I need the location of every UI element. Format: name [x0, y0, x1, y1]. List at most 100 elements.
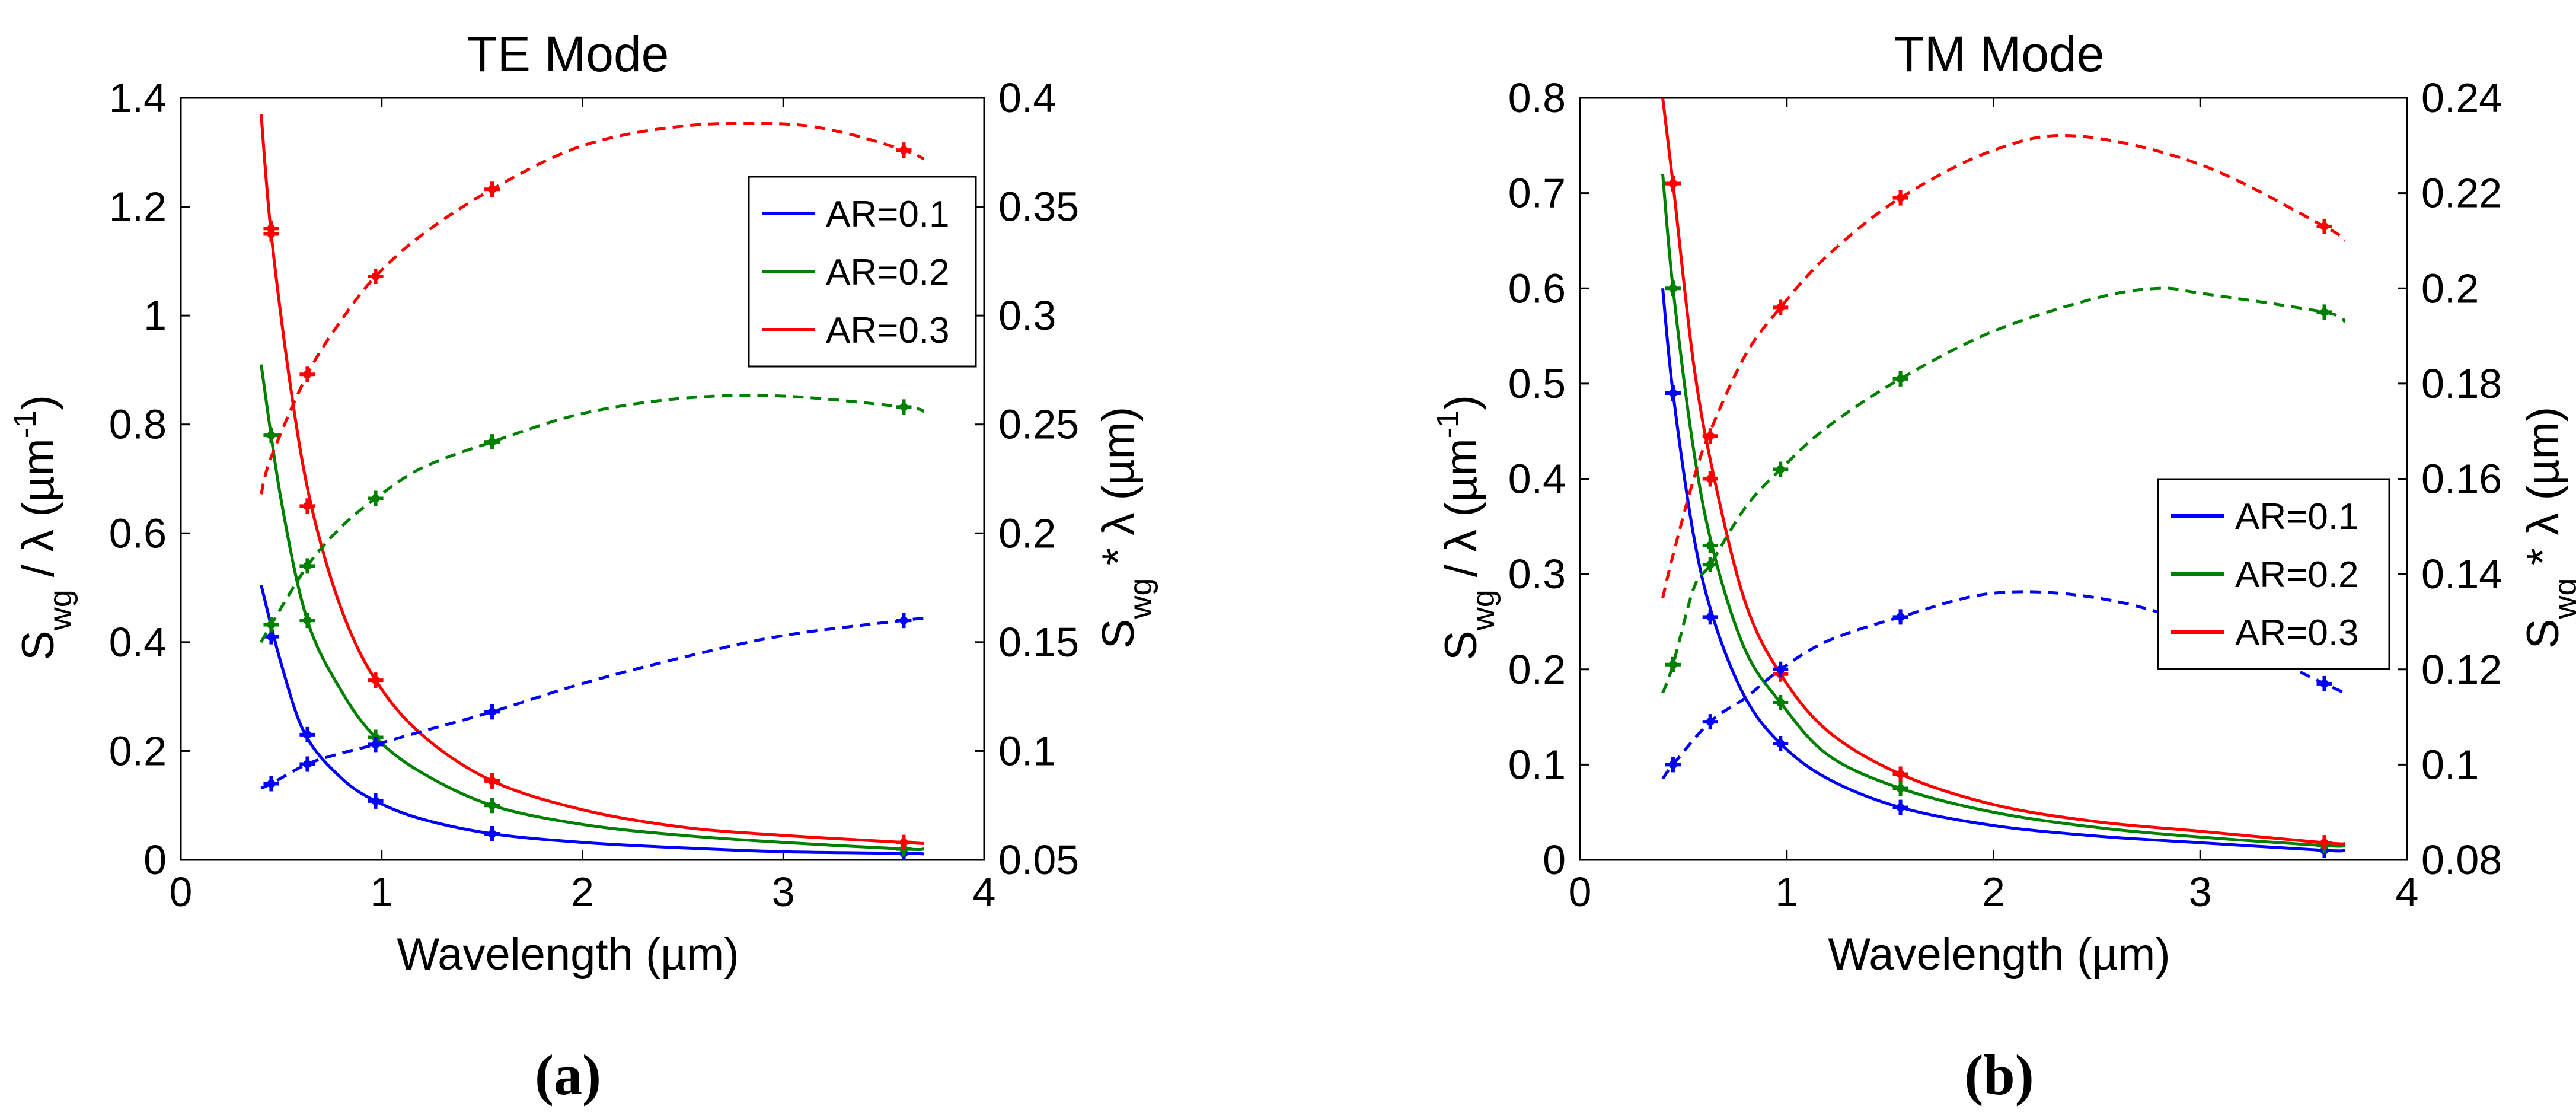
- legend-entry: AR=0.1: [2235, 496, 2359, 537]
- x-tick-label: 0: [1569, 869, 1592, 915]
- right-y-tick-label: 0.22: [2421, 170, 2502, 216]
- series-line-ar-0-1-left: [1661, 288, 2345, 853]
- legend-entry: AR=0.3: [2235, 613, 2359, 653]
- data-point: [303, 616, 312, 625]
- left-y-tick-label: 0.4: [109, 619, 167, 665]
- data-point: [303, 562, 312, 570]
- data-point: [899, 838, 908, 847]
- data-point: [267, 779, 276, 788]
- series-line-ar-0-2-right: [260, 394, 925, 643]
- left-y-tick-label: 0: [1543, 837, 1566, 883]
- x-tick-label: 1: [370, 869, 393, 915]
- legend-entry: AR=0.2: [2235, 554, 2359, 595]
- left-y-tick-label: 1.2: [109, 184, 167, 230]
- data-point: [303, 370, 312, 379]
- x-tick-label: 2: [571, 869, 594, 915]
- left-y-axis-label: Swg / λ (µm-1): [7, 395, 78, 661]
- right-y-tick-label: 0.24: [2421, 75, 2502, 121]
- data-point: [1776, 465, 1785, 474]
- data-point: [899, 146, 908, 155]
- data-point: [1706, 560, 1715, 569]
- left-y-tick-label: 0.7: [1508, 170, 1566, 216]
- series-line-ar-0-1-right: [260, 616, 924, 790]
- left-y-tick-label: 0.2: [109, 728, 167, 774]
- series-line-ar-0-3-left: [1661, 98, 2345, 846]
- data-point: [371, 494, 380, 503]
- right-y-axis-label: Swg * λ (µm): [1093, 407, 1158, 649]
- data-point: [1896, 770, 1905, 779]
- panel-tm-mode: TM Mode Wavelength (µm) Swg / λ (µm-1) S…: [1430, 26, 2576, 1107]
- data-point: [1668, 388, 1677, 397]
- data-point: [371, 796, 380, 805]
- data-point: [1776, 665, 1785, 674]
- left-y-tick-label: 0.2: [1508, 646, 1566, 693]
- data-point: [1706, 718, 1715, 726]
- data-point: [488, 829, 497, 838]
- left-y-tick-label: 0: [143, 837, 167, 883]
- legend-entry: AR=0.2: [826, 252, 950, 293]
- series-line-ar-0-3-right: [1661, 133, 2346, 598]
- right-y-tick-label: 0.12: [2421, 646, 2502, 693]
- panel-label: (b): [1964, 1043, 2034, 1107]
- series-line-ar-0-2-right: [1661, 286, 2346, 694]
- left-y-tick-label: 0.5: [1508, 361, 1566, 407]
- right-y-tick-label: 0.2: [998, 510, 1056, 556]
- data-point: [488, 707, 497, 716]
- data-point: [1668, 179, 1677, 188]
- x-tick-label: 1: [1775, 869, 1798, 915]
- data-point: [1668, 660, 1677, 669]
- data-point: [1706, 541, 1715, 550]
- left-y-tick-label: 0.6: [109, 510, 167, 556]
- data-point: [1668, 284, 1677, 293]
- legend-entry: AR=0.1: [826, 194, 950, 235]
- data-point: [1776, 739, 1785, 748]
- data-point: [2320, 222, 2329, 231]
- data-point: [267, 431, 276, 440]
- data-point: [1896, 803, 1905, 812]
- chart-title: TM Mode: [1894, 26, 2105, 82]
- right-y-tick-label: 0.08: [2421, 837, 2502, 883]
- left-y-tick-label: 0.6: [1508, 265, 1566, 311]
- panel-te-mode: TE Mode Wavelength (µm) Swg / λ (µm-1) S…: [7, 26, 1158, 1107]
- x-tick-label: 3: [772, 869, 795, 915]
- x-tick-label: 4: [2396, 869, 2419, 915]
- data-point: [371, 272, 380, 281]
- right-y-tick-label: 0.3: [998, 292, 1056, 339]
- data-point: [267, 620, 276, 629]
- legend: AR=0.1 AR=0.2 AR=0.3: [2157, 478, 2390, 670]
- data-point: [371, 676, 380, 685]
- data-point: [1668, 760, 1677, 769]
- right-y-tick-label: 0.15: [998, 619, 1079, 665]
- left-y-tick-label: 0.3: [1508, 551, 1566, 597]
- data-point: [303, 730, 312, 739]
- right-y-tick-label: 0.1: [2421, 741, 2479, 788]
- right-y-tick-label: 0.16: [2421, 456, 2502, 502]
- data-point: [1706, 432, 1715, 441]
- left-y-tick-label: 0.8: [109, 401, 167, 448]
- left-y-tick-label: 1.4: [109, 75, 167, 121]
- data-point: [371, 740, 380, 749]
- data-point: [1706, 613, 1715, 621]
- data-point: [1896, 784, 1905, 793]
- left-y-tick-label: 1: [143, 292, 167, 339]
- right-y-tick-label: 0.35: [998, 184, 1079, 230]
- right-y-tick-label: 0.4: [998, 75, 1056, 121]
- right-y-tick-label: 0.2: [2421, 265, 2479, 311]
- x-axis-label: Wavelength (µm): [1828, 929, 2170, 980]
- right-y-tick-label: 0.05: [998, 837, 1079, 883]
- left-y-tick-label: 0.4: [1508, 456, 1566, 502]
- right-y-tick-label: 0.1: [998, 728, 1056, 774]
- chart-title: TE Mode: [467, 26, 669, 82]
- x-tick-label: 2: [1982, 869, 2005, 915]
- left-y-tick-label: 0.8: [1508, 75, 1566, 121]
- data-point: [488, 185, 497, 194]
- data-point: [2320, 679, 2329, 688]
- x-tick-label: 4: [973, 869, 996, 915]
- right-y-axis-label: Swg * λ (µm): [2518, 407, 2576, 649]
- x-tick-label: 0: [170, 869, 193, 915]
- right-y-tick-label: 0.25: [998, 401, 1079, 448]
- data-point: [303, 760, 312, 769]
- data-point: [1776, 303, 1785, 312]
- data-point: [2320, 839, 2329, 847]
